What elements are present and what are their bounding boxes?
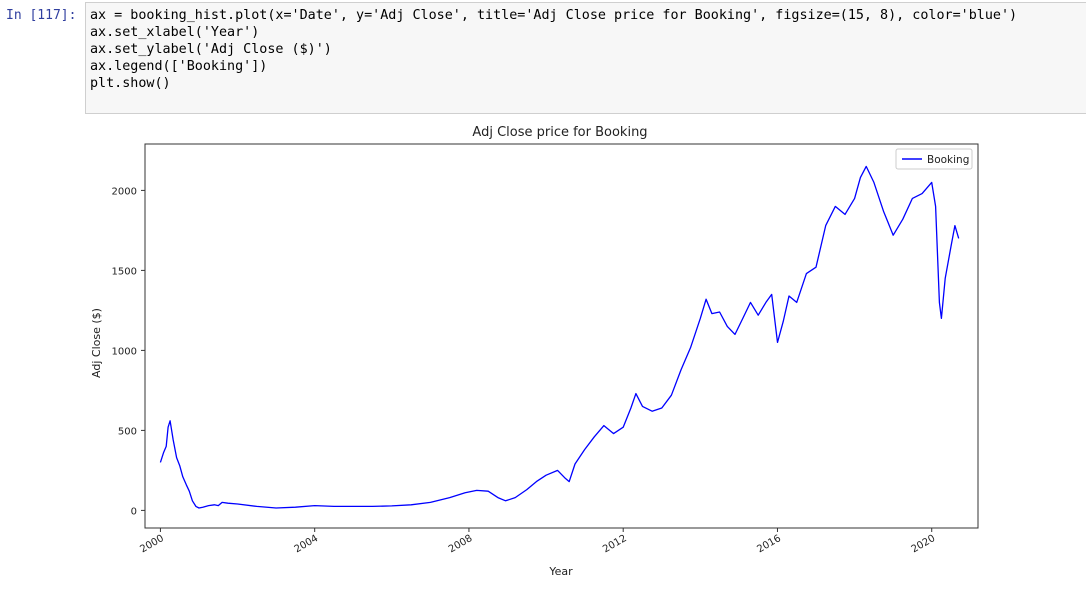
code-line: plt.show() — [90, 76, 171, 91]
legend-label: Booking — [927, 154, 969, 166]
x-axis-label: Year — [548, 565, 573, 578]
code-line: ax.set_xlabel('Year') — [90, 25, 260, 40]
y-tick-label: 1000 — [112, 346, 137, 357]
cell-output: Adj Close price for Booking 0 500 1000 1500… — [85, 116, 1086, 586]
code-input-area[interactable]: ax = booking_hist.plot(x='Date', y='Adj … — [85, 2, 1086, 114]
code-line: ax.set_ylabel('Adj Close ($)') — [90, 42, 332, 57]
y-tick-label: 0 — [131, 506, 137, 517]
code-line: ax = booking_hist.plot(x='Date', y='Adj … — [90, 8, 1018, 23]
x-tick-label: 2000 — [138, 533, 166, 555]
line-chart: Adj Close price for Booking 0 500 1000 1500… — [90, 125, 979, 578]
plot-frame — [144, 143, 979, 529]
x-tick-label: 2016 — [755, 533, 783, 555]
chart-title: Adj Close price for Booking — [472, 125, 647, 140]
x-tick-label: 2008 — [447, 533, 475, 555]
y-tick-label: 2000 — [112, 186, 137, 197]
x-tick-label: 2004 — [293, 533, 321, 555]
y-tick-label: 1500 — [112, 266, 137, 277]
cell-prompt: In [117]: — [6, 8, 77, 23]
x-tick-label: 2020 — [910, 533, 938, 555]
y-axis-label: Adj Close ($) — [90, 308, 103, 378]
x-tick-label: 2012 — [601, 533, 629, 555]
y-tick-label: 500 — [118, 426, 137, 437]
series-line-booking — [159, 165, 960, 509]
legend-box — [895, 148, 973, 170]
code-block[interactable]: ax = booking_hist.plot(x='Date', y='Adj … — [90, 7, 1017, 92]
code-line: ax.legend(['Booking']) — [90, 59, 268, 74]
plot-area: 0 500 1000 1500 2000 2000 2004 2008 2012 2016 2020… — [112, 143, 979, 555]
